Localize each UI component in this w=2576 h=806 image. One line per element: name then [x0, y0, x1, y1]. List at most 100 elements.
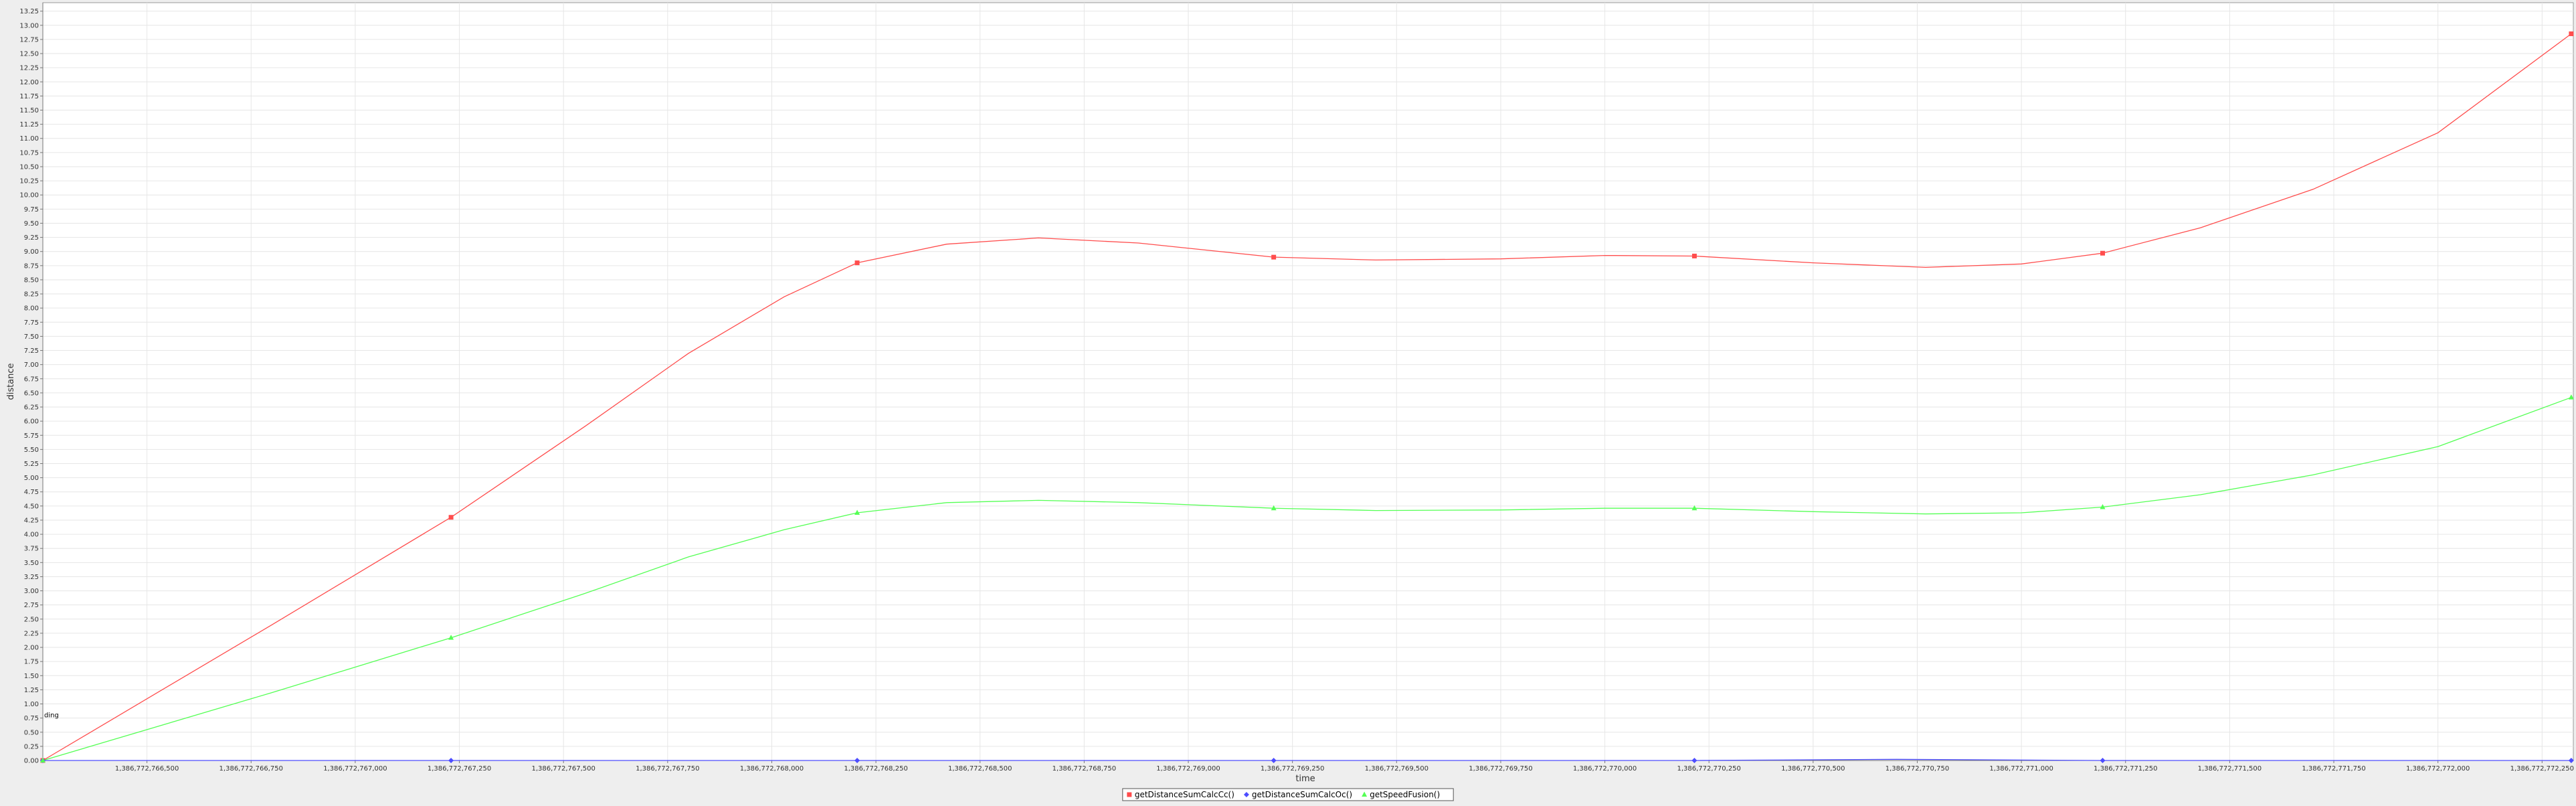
data-point — [2569, 31, 2574, 36]
x-axis-label: time — [1295, 774, 1315, 784]
plot-background — [42, 2, 2574, 761]
x-tick-label: 1,386,772,768,500 — [948, 765, 1012, 773]
y-tick-label: 4.75 — [24, 489, 39, 496]
x-tick-label: 1,386,772,771,500 — [2198, 765, 2262, 773]
y-tick-label: 9.75 — [24, 206, 39, 214]
y-tick-label: 4.50 — [24, 503, 39, 510]
y-tick-label: 5.50 — [24, 447, 39, 454]
y-tick-label: 0.25 — [24, 743, 39, 750]
x-tick-label: 1,386,772,767,000 — [323, 765, 387, 773]
x-tick-label: 1,386,772,772,000 — [2406, 765, 2470, 773]
legend-item-2: getDistanceSumCalcOc() — [1243, 790, 1352, 799]
data-point — [854, 758, 860, 763]
y-tick-label: 6.00 — [24, 418, 39, 426]
data-point — [448, 758, 454, 763]
y-tick-label: 10.25 — [19, 178, 39, 185]
x-tick-label: 1,386,772,766,750 — [219, 765, 283, 773]
data-point — [854, 260, 860, 266]
series-layer — [42, 33, 2572, 761]
legend-marker — [1127, 792, 1132, 797]
legend-marker — [1362, 791, 1368, 797]
legend: getDistanceSumCalcCc() getDistanceSumCalc… — [1122, 788, 1454, 801]
data-point — [1271, 758, 1277, 763]
legend-frame — [1122, 788, 1454, 801]
legend-label: getDistanceSumCalcCc() — [1135, 790, 1234, 799]
y-tick-label: 7.75 — [24, 319, 39, 327]
y-tick-label: 9.00 — [24, 248, 39, 256]
y-tick-label: 7.00 — [24, 361, 39, 369]
legend-marker — [1243, 792, 1249, 797]
data-point — [1691, 253, 1697, 258]
x-tick-label: 1,386,772,772,250 — [2510, 765, 2574, 773]
y-tick-label: 4.25 — [24, 517, 39, 524]
y-tick-label: 0.00 — [24, 758, 39, 765]
x-tick-label: 1,386,772,770,000 — [1573, 765, 1637, 773]
y-tick-label: 13.25 — [19, 8, 39, 15]
data-point — [2568, 758, 2574, 763]
y-tick-label: 3.75 — [24, 546, 39, 553]
y-tick-label: 12.00 — [19, 79, 39, 86]
y-tick-label: 13.00 — [19, 22, 39, 29]
data-point — [2568, 394, 2574, 400]
y-tick-label: 3.50 — [24, 560, 39, 567]
data-point — [1271, 505, 1277, 511]
y-tick-label: 8.25 — [24, 291, 39, 299]
x-tick-label: 1,386,772,768,750 — [1052, 765, 1116, 773]
x-tick-label: 1,386,772,767,250 — [428, 765, 491, 773]
y-tick-label: 10.75 — [19, 149, 39, 157]
y-tick-label: 8.50 — [24, 276, 39, 284]
legend-item-3: getSpeedFusion() — [1362, 790, 1440, 799]
y-tick-label: 1.25 — [24, 687, 39, 694]
y-axis-label: distance — [6, 363, 16, 400]
legend-label: getDistanceSumCalcOc() — [1252, 790, 1352, 799]
y-tick-label: 10.50 — [19, 163, 39, 171]
y-tick-label: 12.50 — [19, 51, 39, 58]
y-tick-label: 12.75 — [19, 36, 39, 44]
y-tick-label: 2.50 — [24, 616, 39, 623]
y-tick-label: 1.75 — [24, 659, 39, 666]
y-tick-label: 6.50 — [24, 390, 39, 397]
y-tick-label: 5.00 — [24, 475, 39, 482]
data-point — [2100, 504, 2106, 509]
y-tick-label: 10.00 — [19, 192, 39, 199]
y-tick-label: 11.00 — [19, 135, 39, 143]
x-tick-label: 1,386,772,769,750 — [1469, 765, 1532, 773]
x-tick-label: 1,386,772,768,000 — [740, 765, 804, 773]
x-tick-label: 1,386,772,769,250 — [1261, 765, 1324, 773]
series-line-3 — [42, 397, 2572, 761]
x-tick-label: 1,386,772,767,750 — [636, 765, 699, 773]
series-line-1 — [42, 33, 2572, 761]
data-point — [448, 515, 454, 520]
y-tick-label: 11.25 — [19, 121, 39, 129]
y-tick-label: 5.75 — [24, 432, 39, 440]
x-tick-label: 1,386,772,771,000 — [1989, 765, 2053, 773]
y-tick-label: 8.00 — [24, 305, 39, 313]
x-tick-label: 1,386,772,770,750 — [1885, 765, 1949, 773]
y-tick-label: 1.00 — [24, 701, 39, 708]
x-tick-label: 1,386,772,770,250 — [1677, 765, 1740, 773]
legend-label: getSpeedFusion() — [1370, 790, 1440, 799]
data-point — [2100, 250, 2106, 256]
y-tick-label: 0.50 — [24, 729, 39, 736]
y-tick-label: 6.75 — [24, 376, 39, 383]
data-point — [2100, 758, 2106, 763]
y-tick-label: 4.00 — [24, 532, 39, 539]
marker-layer — [40, 31, 2574, 763]
y-tick-label: 11.75 — [19, 93, 39, 100]
y-tick-label: 7.25 — [24, 347, 39, 355]
x-tick-label: 1,386,772,768,250 — [844, 765, 907, 773]
x-tick-label: 1,386,772,771,750 — [2302, 765, 2365, 773]
y-tick-label: 9.50 — [24, 220, 39, 228]
y-tick-label: 7.50 — [24, 333, 39, 341]
x-tick-label: 1,386,772,770,500 — [1781, 765, 1845, 773]
x-tick-label: 1,386,772,767,500 — [531, 765, 595, 773]
y-tick-label: 2.75 — [24, 602, 39, 609]
data-point — [448, 635, 454, 640]
y-tick-label: 2.25 — [24, 630, 39, 637]
data-point — [1691, 758, 1697, 763]
x-tick-label: 1,386,772,769,500 — [1365, 765, 1429, 773]
y-tick-label: 1.50 — [24, 673, 39, 680]
x-tick-label: 1,386,772,771,250 — [2094, 765, 2157, 773]
